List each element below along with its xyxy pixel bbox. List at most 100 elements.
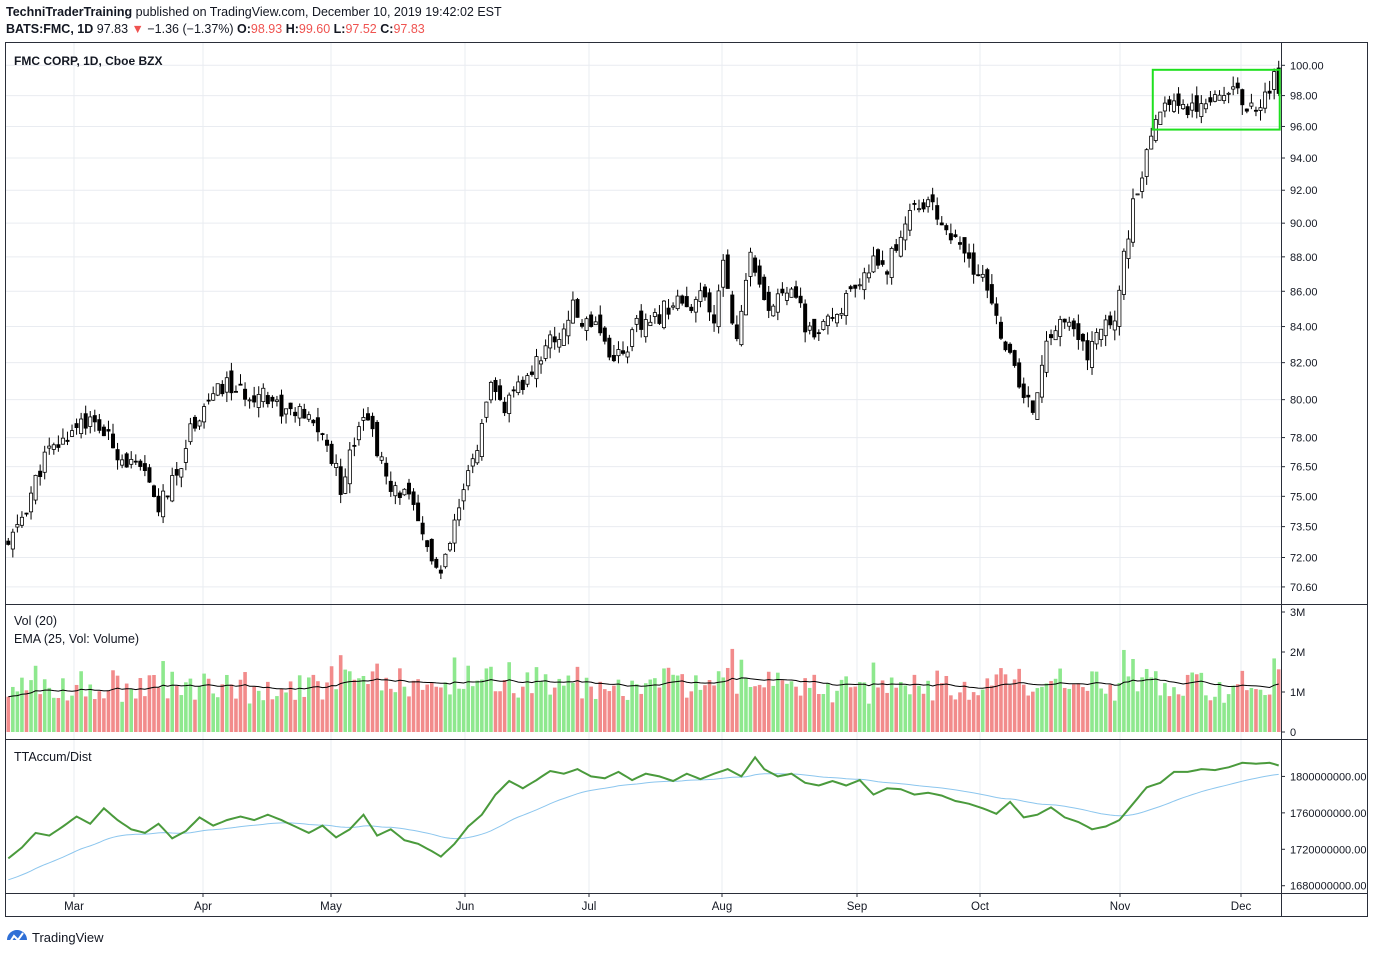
candle-body xyxy=(916,208,921,211)
volume-bar xyxy=(1276,669,1281,732)
volume-bar xyxy=(949,695,953,732)
candle-body xyxy=(1208,97,1213,103)
volume-bar xyxy=(92,699,97,732)
candle-body xyxy=(1094,332,1099,345)
volume-bar xyxy=(411,680,416,732)
volume-bar xyxy=(238,679,243,732)
candle-body xyxy=(429,538,434,562)
volume-bar xyxy=(525,672,530,732)
volume-bar xyxy=(621,696,625,732)
volume-bar xyxy=(143,696,147,732)
month-label: May xyxy=(320,901,342,913)
accum-signal-line xyxy=(8,773,1279,881)
volume-bar xyxy=(926,680,930,732)
candle-body xyxy=(393,485,398,497)
candle-body xyxy=(461,489,466,502)
candle-body xyxy=(1049,334,1054,339)
volume-bar xyxy=(338,655,343,732)
candle-body xyxy=(812,318,817,338)
candle-body xyxy=(876,249,881,266)
candle-body xyxy=(1053,330,1058,341)
volume-bar xyxy=(42,679,47,732)
candle-body xyxy=(274,399,279,402)
candle-body xyxy=(6,540,11,545)
volume-bar xyxy=(785,683,789,732)
candle-body xyxy=(1203,103,1208,110)
candle-body xyxy=(120,459,125,466)
volume-bar xyxy=(898,682,903,732)
volume-bar xyxy=(1254,689,1258,732)
candle-body xyxy=(998,321,1003,339)
candle-body xyxy=(944,225,949,231)
volume-bar xyxy=(1258,689,1263,732)
price-tick-label: 96.00 xyxy=(1290,121,1318,133)
volume-bar xyxy=(511,693,516,732)
volume-bar xyxy=(867,703,871,732)
volume-bar xyxy=(1226,694,1231,732)
volume-bar xyxy=(334,689,338,732)
volume-bar xyxy=(1126,676,1131,732)
candle-body xyxy=(1231,86,1236,90)
candle-body xyxy=(425,540,430,548)
candle-body xyxy=(862,272,867,291)
candle-body xyxy=(903,223,908,241)
author-name[interactable]: TechniTraderTraining xyxy=(6,5,133,19)
candle-body xyxy=(106,429,111,432)
candle-body xyxy=(743,279,748,316)
candle-body xyxy=(1080,333,1085,342)
candle-body xyxy=(707,292,712,313)
candle-body xyxy=(347,449,352,485)
volume-bar xyxy=(1245,690,1249,732)
price-tick-label: 84.00 xyxy=(1290,322,1318,334)
candle-body xyxy=(470,458,475,467)
volume-bar xyxy=(147,675,152,732)
volume-bar xyxy=(707,680,712,732)
candle-body xyxy=(1121,250,1126,295)
price-tick-label: 75.00 xyxy=(1290,491,1318,503)
candle-body xyxy=(247,399,252,402)
candle-body xyxy=(174,469,179,476)
candle-body xyxy=(33,474,38,501)
volume-bar xyxy=(106,690,111,732)
candle-body xyxy=(1226,92,1231,95)
candle-body xyxy=(1199,103,1204,117)
candle-body xyxy=(953,234,958,238)
volume-bar xyxy=(6,696,11,732)
candle-body xyxy=(561,328,566,346)
volume-bar xyxy=(375,663,379,732)
volume-bar xyxy=(420,689,425,732)
volume-bar xyxy=(1194,674,1199,732)
candle-body xyxy=(780,288,785,294)
price-tick-label: 80.00 xyxy=(1290,395,1318,407)
volume-bar xyxy=(297,675,302,732)
volume-bar xyxy=(748,686,753,732)
candle-body xyxy=(384,462,389,477)
price-tick-label: 70.60 xyxy=(1290,582,1318,594)
volume-bar xyxy=(634,684,639,732)
price-tick-label: 88.00 xyxy=(1290,252,1318,264)
volume-bar xyxy=(79,671,83,732)
volume-bar xyxy=(1008,684,1012,732)
volume-bar xyxy=(11,686,15,732)
volume-bar xyxy=(120,701,124,732)
volume-bar xyxy=(789,681,794,732)
candle-body xyxy=(252,395,257,403)
volume-bar xyxy=(657,687,662,732)
candle-body xyxy=(675,295,680,310)
candle-body xyxy=(92,415,97,423)
price-tick-label: 94.00 xyxy=(1290,153,1318,165)
candle-body xyxy=(115,449,120,461)
candle-body xyxy=(766,291,771,311)
candle-body xyxy=(38,470,43,478)
candle-body xyxy=(839,313,844,316)
candle-body xyxy=(284,408,289,415)
pane-labels: FMC CORP, 1D, Cboe BZX Vol (20) EMA (25, V… xyxy=(14,54,162,764)
volume-bar xyxy=(999,668,1003,732)
candle-body xyxy=(1240,89,1245,106)
tradingview-brand[interactable]: TradingView xyxy=(6,928,104,946)
price-tick-label: 73.50 xyxy=(1290,522,1318,534)
candle-body xyxy=(229,370,234,394)
candle-body xyxy=(352,444,357,447)
candle-body xyxy=(197,420,202,427)
